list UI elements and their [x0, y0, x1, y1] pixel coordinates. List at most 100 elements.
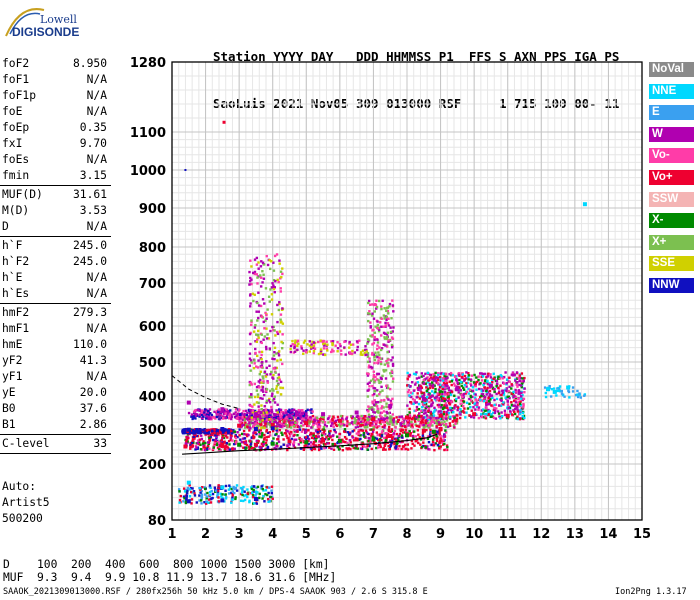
version-code: 500200: [2, 512, 43, 525]
param-row-fxi: fxI 9.70: [0, 136, 111, 152]
trace-point-vo: [421, 428, 426, 433]
param-label: h`F: [2, 239, 23, 252]
x-tick-label: 10: [465, 527, 483, 542]
x-tick-label: 11: [499, 527, 517, 542]
param-label: D: [2, 220, 9, 233]
param-label: h`E: [2, 271, 23, 284]
param-label: foF2: [2, 57, 30, 70]
param-row-fmin: fmin 3.15: [0, 168, 111, 184]
param-label: C-level: [2, 437, 50, 450]
param-row-md: M(D) 3.53: [0, 203, 111, 219]
param-row-d: D N/A: [0, 219, 111, 235]
param-value: 9.70: [79, 137, 107, 150]
param-value: 31.61: [72, 188, 107, 201]
legend-item-nne: NNE: [649, 83, 694, 99]
legend-item-x-: X+: [649, 234, 694, 250]
param-value: N/A: [86, 370, 107, 383]
muf-row: MUF 9.3 9.4 9.9 10.8 11.9 13.7 18.6 31.6…: [3, 571, 337, 584]
trace-point-w: [488, 383, 493, 388]
trace-point-vo: [438, 427, 443, 431]
trace-point-vo: [472, 412, 477, 417]
param-value: 245.0: [72, 255, 107, 268]
param-row-he: h`E N/A: [0, 270, 111, 286]
y-tick-label: 500: [139, 356, 166, 371]
trace-point-vo: [270, 423, 275, 428]
param-row-clevel: C-level 33: [0, 436, 111, 452]
trace-point-x: [337, 438, 342, 443]
param-row-b0: B0 37.6: [0, 401, 111, 417]
trace-point-vo: [220, 442, 225, 447]
trace-point-vo: [354, 437, 359, 442]
trace-point-vo: [405, 415, 409, 420]
y-tick-label: 900: [139, 202, 166, 217]
trace-point-nnw: [220, 427, 225, 431]
trace-point-x: [270, 441, 275, 446]
autoscale-info: Auto: Artist5 500200: [2, 479, 50, 527]
legend-item-x-: X-: [649, 213, 694, 229]
param-row-fof1p: foF1p N/A: [0, 88, 111, 104]
param-value: 37.6: [79, 402, 107, 415]
trace-point-w: [287, 413, 292, 418]
param-row-hes: h`Es N/A: [0, 286, 111, 302]
param-value: N/A: [86, 73, 107, 86]
param-label: yF1: [2, 370, 23, 383]
x-tick-label: 12: [532, 527, 550, 542]
logo-text-digisonde: DIGISONDE: [12, 25, 80, 39]
param-label: foEs: [2, 153, 30, 166]
param-row-hf2: h`F2 245.0: [0, 254, 111, 270]
artist-label: Artist5: [2, 496, 50, 509]
trace-point-nne: [582, 202, 587, 207]
x-tick-label: 5: [302, 527, 311, 542]
trace-point-vo: [388, 434, 393, 438]
legend-item-noval: NoVal: [649, 62, 694, 77]
x-tick-label: 15: [633, 527, 650, 542]
digisonde-logo: Lowell DIGISONDE: [0, 0, 80, 50]
param-label: yE: [2, 386, 16, 399]
trace-point-vo: [253, 442, 258, 447]
trace-point-vo: [237, 423, 242, 428]
profile-curve: [182, 433, 438, 455]
x-tick-label: 1: [167, 527, 176, 542]
param-label: h`F2: [2, 255, 30, 268]
isolated-echo: [222, 120, 226, 124]
y-tick-label: 800: [139, 241, 166, 256]
trace-point-nne: [566, 385, 571, 390]
y-tick-label: 400: [139, 390, 166, 405]
panel-separator: [0, 434, 111, 435]
trace-point-nne: [552, 389, 557, 394]
x-tick-label: 13: [566, 527, 584, 542]
trace-point-nnw: [270, 426, 275, 431]
x-tick-label: 3: [235, 527, 244, 542]
panel-separator: [0, 453, 111, 454]
param-value: 33: [93, 437, 107, 450]
param-row-mufd: MUF(D) 31.61: [0, 187, 111, 203]
x-tick-label: 8: [402, 527, 411, 542]
legend-item-vo-: Vo-: [649, 148, 694, 164]
trace-point-vo: [304, 421, 309, 426]
param-value: N/A: [86, 287, 107, 300]
trace-point-w: [354, 410, 359, 415]
param-label: MUF(D): [2, 188, 43, 201]
param-value: 41.3: [79, 354, 107, 367]
param-value: 110.0: [72, 338, 107, 351]
param-value: N/A: [86, 271, 107, 284]
ionogram-chart: 1 2 3 4 5 6 7 8 9 10 11 12 13 14 158020030040050060070…: [130, 56, 650, 542]
param-label: foF1: [2, 73, 30, 86]
y-tick-label: 1280: [130, 56, 166, 71]
param-value: 279.3: [72, 306, 107, 319]
logo-text-lowell: Lowell: [40, 13, 77, 26]
param-label: M(D): [2, 204, 30, 217]
echo-scatter: [177, 253, 587, 505]
trace-point-nne: [220, 485, 225, 490]
trace-point-w: [388, 403, 393, 408]
panel-separator: [0, 303, 111, 304]
param-row-foe: foE N/A: [0, 104, 111, 120]
trace-point-vo: [438, 413, 443, 418]
param-row-b1: B1 2.86: [0, 417, 111, 433]
trace-point-nnw: [186, 499, 191, 504]
logo-swoosh: [5, 8, 45, 37]
trace-point-vo: [505, 413, 510, 418]
x-tick-label: 6: [335, 527, 344, 542]
profile-curve-dashed: [171, 375, 240, 410]
legend-item-nnw: NNW: [649, 278, 694, 293]
